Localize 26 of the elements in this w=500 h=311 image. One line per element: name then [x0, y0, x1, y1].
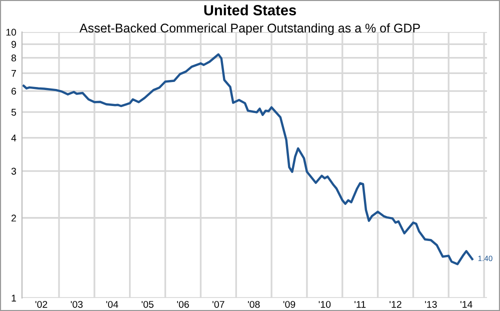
- y-tick-label: 8: [11, 54, 16, 62]
- y-tick-label: 5: [11, 108, 16, 116]
- x-tick-label: '11: [354, 301, 366, 308]
- x-tick-label: '12: [390, 300, 402, 308]
- x-tick-label: '03: [70, 300, 83, 308]
- y-tick-label: 4: [11, 134, 16, 142]
- chart-title: United States: [204, 4, 296, 16]
- x-tick-label: '07: [212, 300, 224, 308]
- x-tick-label: '02: [35, 300, 48, 308]
- chart-subtitle: Asset-Backed Commerical Paper Outstanding as a % of GDP: [79, 23, 420, 35]
- y-tick-label: 2: [12, 214, 16, 222]
- x-tick-label: '08: [248, 300, 260, 308]
- y-tick-label: 6: [12, 88, 16, 95]
- y-tick-label: 10: [6, 28, 16, 36]
- x-tick-label: '13: [425, 300, 437, 308]
- x-tick-label: '10: [318, 300, 331, 308]
- line-series: [22, 53, 474, 266]
- y-tick-label: 1: [12, 294, 16, 302]
- x-tick-label: '09: [283, 300, 296, 308]
- y-tick-label: 9: [11, 40, 16, 48]
- y-tick-label: 7: [12, 70, 16, 77]
- x-tick-label: '06: [177, 300, 189, 308]
- x-tick-label: '14: [460, 301, 472, 308]
- x-tick-label: '05: [142, 300, 154, 308]
- y-tick-label: 3: [11, 168, 16, 175]
- x-tick-label: '04: [106, 300, 118, 308]
